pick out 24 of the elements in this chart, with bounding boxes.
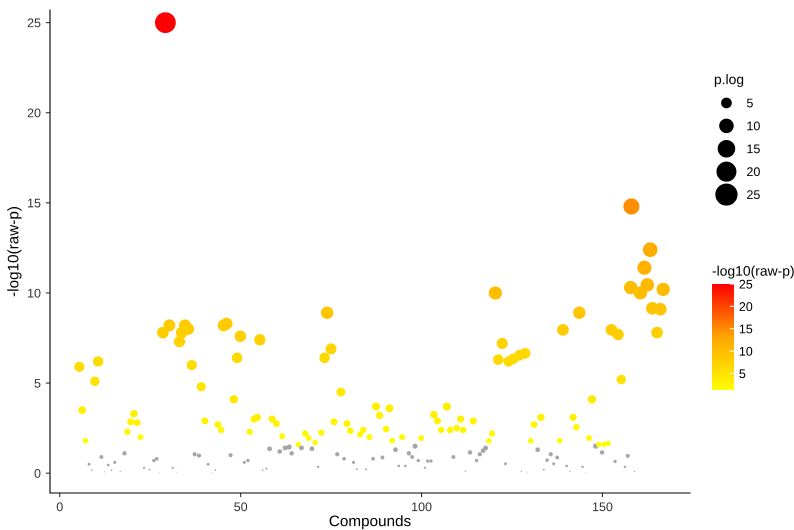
- color-bar-label: 25: [739, 280, 752, 289]
- y-tick-label: 10: [28, 288, 40, 298]
- y-tick-label: 5: [34, 378, 40, 388]
- x-tick-label: 150: [592, 502, 612, 512]
- legend-label: 15: [747, 144, 760, 154]
- legend-title: p.log: [714, 74, 744, 88]
- color-bar-label: 20: [739, 302, 752, 312]
- x-tick-label: 100: [412, 502, 432, 512]
- y-tick-label: 0: [34, 468, 40, 478]
- y-tick-label: 20: [28, 108, 40, 118]
- color-bar-label: 15: [740, 324, 752, 334]
- legend-label: 25: [747, 190, 760, 200]
- y-axis-title: -log10(raw-p): [7, 207, 22, 296]
- color-bar-label: 5: [739, 369, 746, 378]
- x-tick-label: 0: [56, 502, 63, 512]
- legend-label: 5: [746, 98, 753, 108]
- color-bar-label: 10: [740, 346, 752, 356]
- x-tick-label: 50: [234, 502, 248, 512]
- color-bar-title: -log10(raw-p): [712, 266, 794, 279]
- x-axis-title: Compounds: [330, 515, 411, 530]
- legend-label: 10: [747, 122, 760, 130]
- y-tick-label: 15: [28, 198, 40, 208]
- y-tick-label: 25: [28, 18, 40, 28]
- legend-label: 20: [747, 167, 760, 176]
